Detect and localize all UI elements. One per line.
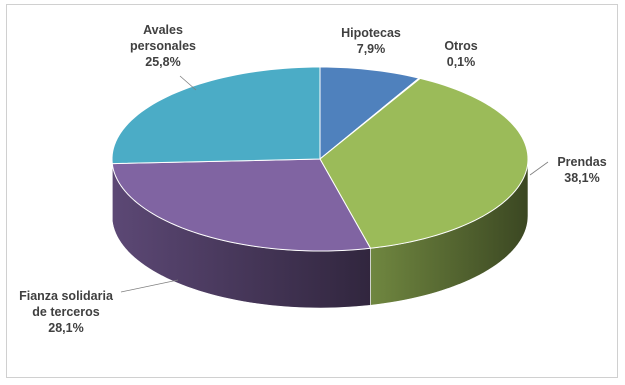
slice-3 — [111, 158, 371, 252]
leader-line-3 — [120, 279, 179, 293]
leader-line-2 — [529, 161, 549, 176]
slice-2 — [319, 77, 529, 249]
slice-label-1: Otros 0,1% — [444, 39, 477, 69]
slice-0 — [319, 66, 420, 160]
slice-4 — [111, 66, 321, 165]
slice-label-3: Fianza solidaria de terceros 28,1% — [19, 289, 114, 335]
data-labels: Hipotecas 7,9% Otros 0,1% Prendas 38,1% Fianza… — [19, 23, 607, 335]
leader-line-4 — [179, 75, 197, 91]
slice-label-2: Prendas 38,1% — [557, 155, 606, 185]
pie-top — [111, 66, 529, 252]
slice-label-0: Hipotecas 7,9% — [341, 26, 401, 56]
slice-label-4: Avales personales 25,8% — [130, 23, 196, 69]
